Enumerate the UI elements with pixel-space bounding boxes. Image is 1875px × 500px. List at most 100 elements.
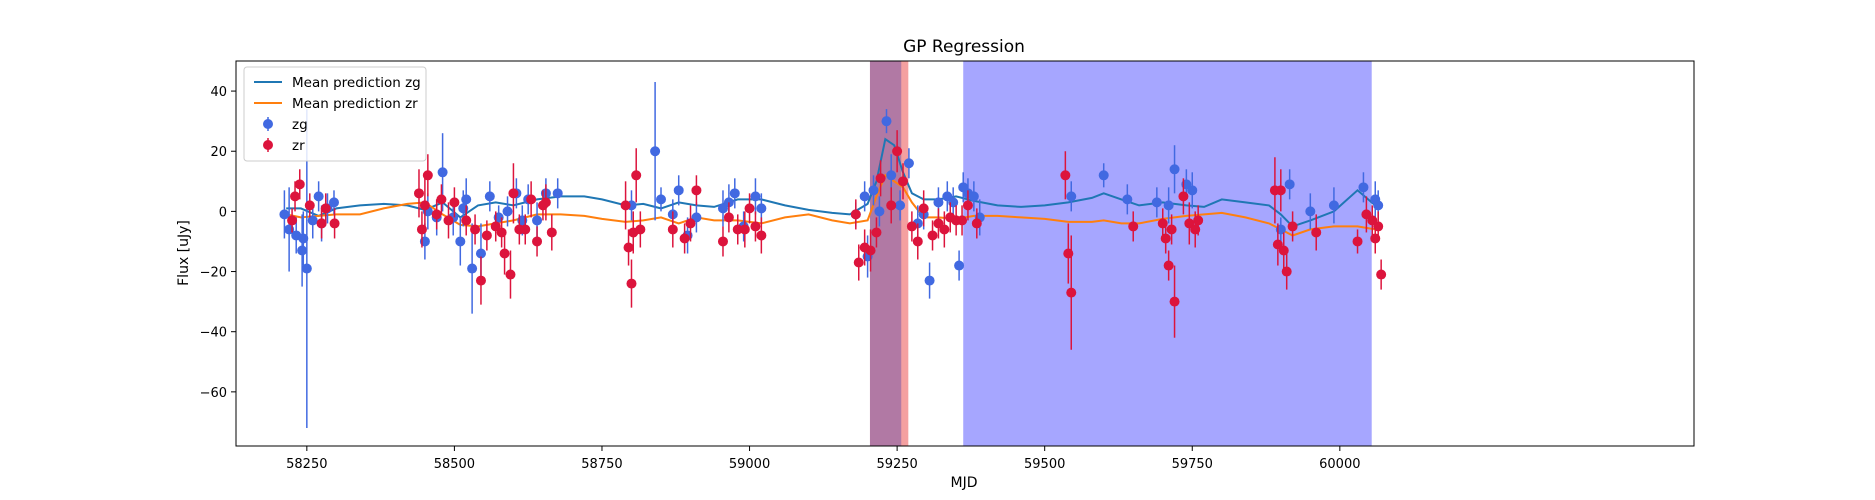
data-point <box>1098 170 1109 181</box>
data-point <box>927 230 938 241</box>
data-point <box>461 215 472 226</box>
data-point <box>623 242 634 253</box>
data-point <box>892 146 903 157</box>
data-point <box>532 236 543 247</box>
data-point <box>886 200 897 211</box>
legend-box <box>243 66 427 162</box>
y-tick-label: −20 <box>200 266 227 281</box>
data-point <box>461 194 472 205</box>
legend-label: Mean prediction zg <box>292 75 421 91</box>
data-point <box>467 263 478 274</box>
data-point <box>1305 206 1316 217</box>
data-point <box>1376 269 1387 280</box>
data-point <box>1128 221 1139 232</box>
x-axis: 58250 58500 58750 59000 59250 59500 59750 60000 <box>286 446 1361 472</box>
data-point <box>422 170 433 181</box>
legend-point-marker <box>263 119 273 129</box>
data-point <box>1187 185 1198 196</box>
data-point <box>886 170 897 181</box>
data-point <box>540 197 551 208</box>
data-point <box>1169 164 1180 175</box>
data-point <box>667 224 678 235</box>
legend-label: zg <box>292 117 308 133</box>
data-point <box>304 200 315 211</box>
data-point <box>850 209 861 220</box>
data-point <box>1193 215 1204 226</box>
data-point <box>756 203 767 214</box>
y-axis: −60 −40 −20 0 20 40 <box>200 85 236 401</box>
data-point <box>1163 200 1174 211</box>
data-point <box>546 227 557 238</box>
data-point <box>744 203 755 214</box>
data-point <box>1178 191 1189 202</box>
data-point <box>313 191 324 202</box>
data-point <box>552 188 563 199</box>
data-point <box>1287 221 1298 232</box>
data-point <box>750 221 761 232</box>
data-point <box>505 269 516 280</box>
data-point <box>419 200 430 211</box>
data-point <box>1163 260 1174 271</box>
data-point <box>1160 233 1171 244</box>
data-point <box>287 215 298 226</box>
series-zr <box>287 130 1387 350</box>
data-point <box>691 185 702 196</box>
data-point <box>297 245 308 256</box>
data-point <box>1151 197 1162 208</box>
data-point <box>756 230 767 241</box>
data-point <box>443 215 454 226</box>
data-point <box>933 197 944 208</box>
x-tick-label: 60000 <box>1319 457 1360 472</box>
data-point <box>508 188 519 199</box>
data-point <box>316 218 327 229</box>
y-tick-label: 0 <box>219 205 227 220</box>
data-point <box>939 224 950 235</box>
data-point <box>320 203 331 214</box>
data-point <box>729 188 740 199</box>
plot-series <box>279 82 1387 428</box>
data-point <box>298 233 309 244</box>
y-tick-label: 20 <box>210 145 227 160</box>
data-point <box>918 203 929 214</box>
data-point <box>750 191 761 202</box>
data-point <box>1284 179 1295 190</box>
data-point <box>912 236 923 247</box>
data-point <box>1373 200 1384 211</box>
data-point <box>924 275 935 286</box>
data-point <box>1122 194 1133 205</box>
data-point <box>526 194 537 205</box>
data-point <box>1066 191 1077 202</box>
data-point <box>723 212 734 223</box>
data-point <box>279 209 290 220</box>
data-point <box>1066 287 1077 298</box>
y-axis-label: Flux [uJy] <box>176 220 192 286</box>
data-point <box>971 218 982 229</box>
data-point <box>871 227 882 238</box>
legend-label: zr <box>292 138 305 154</box>
data-point <box>656 194 667 205</box>
x-axis-label: MJD <box>951 475 978 491</box>
data-point <box>413 188 424 199</box>
data-point <box>301 263 312 274</box>
data-point <box>455 236 466 247</box>
data-point <box>499 248 510 259</box>
data-point <box>1311 227 1322 238</box>
data-point <box>895 200 906 211</box>
x-tick-label: 58750 <box>581 457 622 472</box>
data-point <box>650 146 661 157</box>
plot-frame <box>235 60 1695 447</box>
x-tick-label: 58500 <box>434 457 475 472</box>
legend-point-marker <box>263 140 273 150</box>
data-point <box>626 278 637 289</box>
data-point <box>431 209 442 220</box>
data-point <box>865 245 876 256</box>
data-point <box>436 194 447 205</box>
data-point <box>954 260 965 271</box>
data-point <box>1281 266 1292 277</box>
data-point <box>1352 236 1363 247</box>
data-point <box>1166 224 1177 235</box>
data-point <box>679 233 690 244</box>
data-point <box>898 176 909 187</box>
data-point <box>853 257 864 268</box>
data-point <box>437 167 448 178</box>
